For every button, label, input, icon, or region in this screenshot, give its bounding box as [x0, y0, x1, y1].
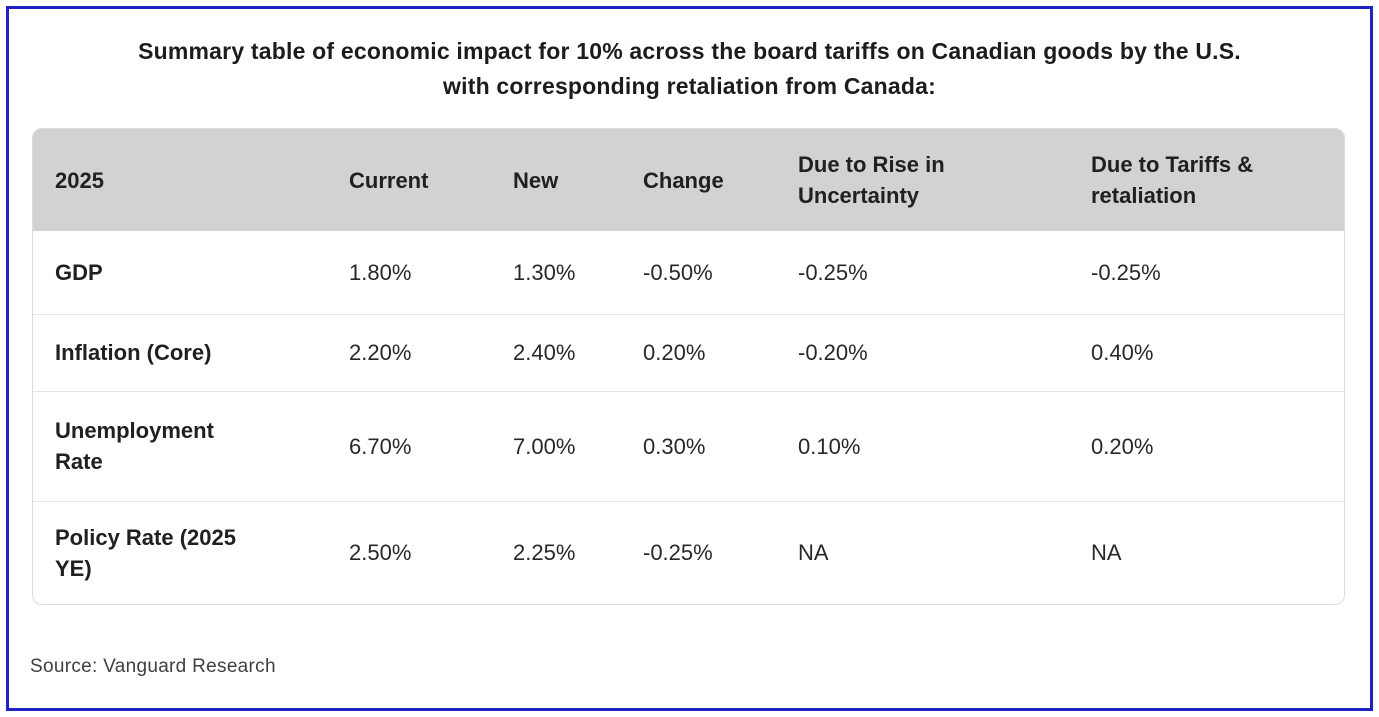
economic-impact-table-container: 2025 Current New Change Due to Rise in U…: [32, 128, 1345, 605]
column-header-current: Current: [327, 129, 491, 231]
table-row-gdp: GDP 1.80% 1.30% -0.50% -0.25% -0.25%: [33, 231, 1344, 314]
table-cell: 2.40%: [513, 340, 576, 365]
table-cell: 0.20%: [643, 340, 706, 365]
table-cell: 2.50%: [349, 540, 412, 566]
table-cell: 1.30%: [513, 259, 576, 285]
table-cell: -0.25%: [643, 540, 713, 566]
table-cell: 7.00%: [513, 433, 576, 459]
column-header-tariffs-retaliation: Due to Tariffs & retaliation: [1069, 129, 1344, 231]
table-row-policy-rate: Policy Rate (2025 YE) 2.50% 2.25% -0.25%…: [33, 501, 1344, 604]
row-label: Inflation (Core): [55, 340, 212, 365]
table-header-row: 2025 Current New Change Due to Rise in U…: [33, 129, 1344, 231]
table-cell: 0.40%: [1091, 340, 1154, 365]
table-row-inflation: Inflation (Core) 2.20% 2.40% 0.20% -0.20…: [33, 314, 1344, 391]
table-cell: NA: [798, 540, 829, 566]
column-header-change: Change: [621, 129, 776, 231]
table-cell: -0.20%: [798, 340, 868, 365]
table-cell: -0.50%: [643, 259, 713, 285]
column-header-new: New: [491, 129, 621, 231]
figure-title: Summary table of economic impact for 10%…: [138, 38, 1241, 99]
table-cell: 2.25%: [513, 540, 576, 566]
column-header-year: 2025: [33, 129, 327, 231]
table-cell: -0.25%: [1091, 259, 1161, 285]
row-label: GDP: [55, 259, 103, 285]
table-cell: 0.30%: [643, 433, 706, 459]
table-cell: 2.20%: [349, 340, 412, 365]
table-row-unemployment: Unemployment Rate 6.70% 7.00% 0.30% 0.10…: [33, 391, 1344, 501]
table-cell: 6.70%: [349, 433, 412, 459]
economic-impact-table: 2025 Current New Change Due to Rise in U…: [33, 129, 1344, 604]
table-cell: 0.10%: [798, 433, 861, 459]
column-header-uncertainty: Due to Rise in Uncertainty: [776, 129, 1069, 231]
table-cell: 0.20%: [1091, 433, 1154, 459]
row-label: Unemployment Rate: [55, 418, 214, 474]
figure-frame: Summary table of economic impact for 10%…: [6, 6, 1373, 711]
source-note: Source: Vanguard Research: [30, 656, 276, 677]
table-cell: 1.80%: [349, 259, 412, 285]
table-cell: -0.25%: [798, 259, 868, 285]
table-cell: NA: [1091, 540, 1122, 566]
row-label: Policy Rate (2025 YE): [55, 524, 236, 581]
